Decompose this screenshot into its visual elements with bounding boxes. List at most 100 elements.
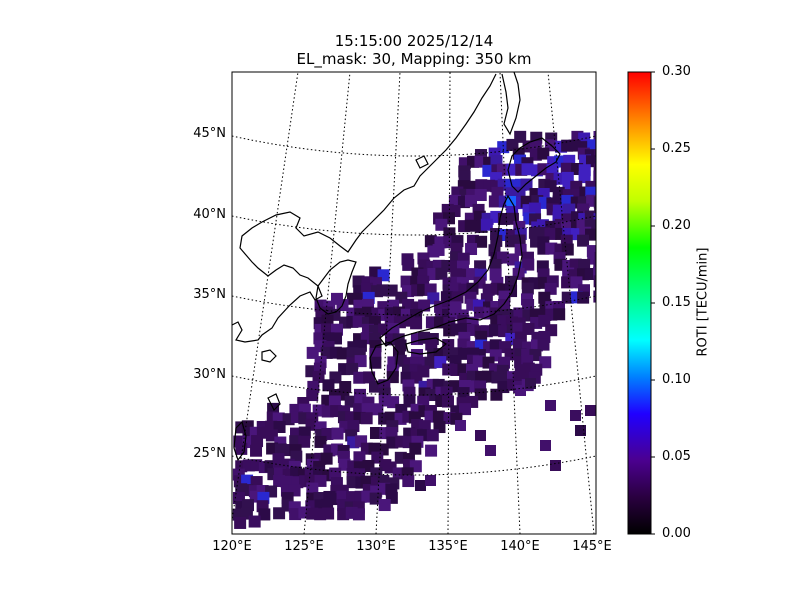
- roti-cell: [232, 492, 245, 505]
- lon-label: 125°E: [284, 539, 324, 554]
- roti-cell: [577, 291, 590, 304]
- roti-cell: [352, 501, 365, 514]
- roti-cell: [578, 258, 591, 271]
- coastlines: [232, 72, 561, 462]
- roti-cell: [489, 339, 502, 352]
- roti-cell: [553, 308, 566, 321]
- roti-cell: [568, 139, 581, 152]
- plot-title-line1: 15:15:00 2025/12/14: [334, 32, 494, 50]
- lat-label: 25°N: [193, 446, 226, 461]
- roti-cell: [577, 234, 590, 247]
- roti-cell: [458, 170, 471, 183]
- roti-cell: [256, 500, 269, 513]
- lon-label: 120°E: [212, 539, 252, 554]
- roti-cell: [369, 356, 382, 369]
- roti-cell: [322, 507, 335, 520]
- roti-cell: [475, 430, 486, 441]
- roti-cell: [425, 338, 438, 351]
- roti-cell: [352, 315, 365, 328]
- roti-cell: [489, 258, 502, 271]
- roti-cell: [415, 480, 426, 491]
- roti-cell: [432, 410, 445, 423]
- roti-cell: [545, 400, 556, 411]
- colorbar-tick-label: 0.10: [662, 372, 691, 387]
- roti-cell: [331, 427, 344, 440]
- roti-cell: [298, 506, 311, 519]
- colorbar-tick-label: 0.15: [662, 295, 691, 310]
- roti-cell: [585, 228, 596, 241]
- roti-cell: [525, 378, 536, 389]
- roti-cell: [537, 338, 550, 351]
- roti-cell: [306, 482, 319, 495]
- roti-cell: [575, 425, 586, 436]
- roti-cell: [464, 219, 477, 232]
- roti-cell: [505, 309, 518, 322]
- roti-cell: [329, 467, 342, 480]
- lon-label: 145°E: [572, 539, 612, 554]
- roti-cell: [448, 194, 461, 207]
- roti-cell: [328, 395, 341, 408]
- roti-cell: [586, 194, 596, 207]
- roti-cell: [513, 234, 526, 247]
- roti-cell: [369, 426, 382, 439]
- roti-cell: [480, 218, 493, 231]
- roti-cells: [232, 130, 596, 529]
- lon-label: 135°E: [428, 539, 468, 554]
- roti-cell: [376, 284, 389, 297]
- roti-cell: [593, 275, 596, 288]
- roti-cell: [538, 314, 551, 327]
- roti-cell: [593, 290, 596, 303]
- roti-cell: [550, 460, 561, 471]
- colorbar-tick-label: 0.00: [662, 526, 691, 541]
- roti-cell: [594, 251, 596, 264]
- roti-cell: [322, 379, 335, 392]
- roti-cell: [593, 196, 596, 209]
- roti-cell: [594, 203, 596, 216]
- roti-cell: [521, 282, 534, 295]
- roti-cell: [560, 162, 573, 175]
- roti-cell: [593, 130, 596, 143]
- roti-cell: [528, 202, 541, 215]
- roti-cell: [475, 235, 488, 248]
- roti-cell: [402, 258, 415, 271]
- roti-cell: [586, 245, 596, 258]
- roti-cell: [587, 252, 596, 265]
- roti-cell: [595, 156, 596, 169]
- roti-cell: [352, 508, 365, 521]
- roti-cell: [512, 338, 525, 351]
- roti-cell: [409, 442, 422, 455]
- roti-cell: [249, 490, 262, 503]
- roti-cell: [584, 219, 596, 232]
- roti-cell: [369, 492, 382, 505]
- roti-cell: [289, 508, 302, 521]
- roti-cell: [587, 139, 596, 152]
- roti-cell: [251, 435, 264, 448]
- roti-cell: [465, 243, 478, 256]
- roti-cell: [593, 259, 596, 272]
- roti-cell: [433, 316, 446, 329]
- roti-cell: [537, 147, 550, 160]
- roti-cell: [584, 210, 596, 223]
- roti-cell: [485, 445, 496, 456]
- lon-label: 140°E: [500, 539, 540, 554]
- colorbar-tick-label: 0.30: [662, 64, 691, 79]
- roti-cell: [441, 395, 454, 408]
- roti-cell: [464, 194, 477, 207]
- roti-cell: [362, 306, 375, 319]
- roti-cell: [584, 267, 596, 280]
- roti-cell: [378, 499, 391, 512]
- roti-cell: [585, 405, 596, 416]
- plot-title-line2: EL_mask: 30, Mapping: 350 km: [296, 50, 532, 68]
- roti-cell: [353, 451, 366, 464]
- roti-cell: [312, 370, 325, 383]
- roti-cell: [400, 275, 413, 288]
- roti-cell: [481, 370, 494, 383]
- roti-cell: [506, 253, 519, 266]
- roti-cell: [578, 171, 591, 184]
- colorbar-tick-label: 0.20: [662, 218, 691, 233]
- lat-label: 40°N: [193, 207, 226, 222]
- roti-cell: [593, 213, 596, 226]
- roti-cell: [521, 163, 534, 176]
- roti-cell: [314, 508, 327, 521]
- roti-cell: [435, 267, 448, 280]
